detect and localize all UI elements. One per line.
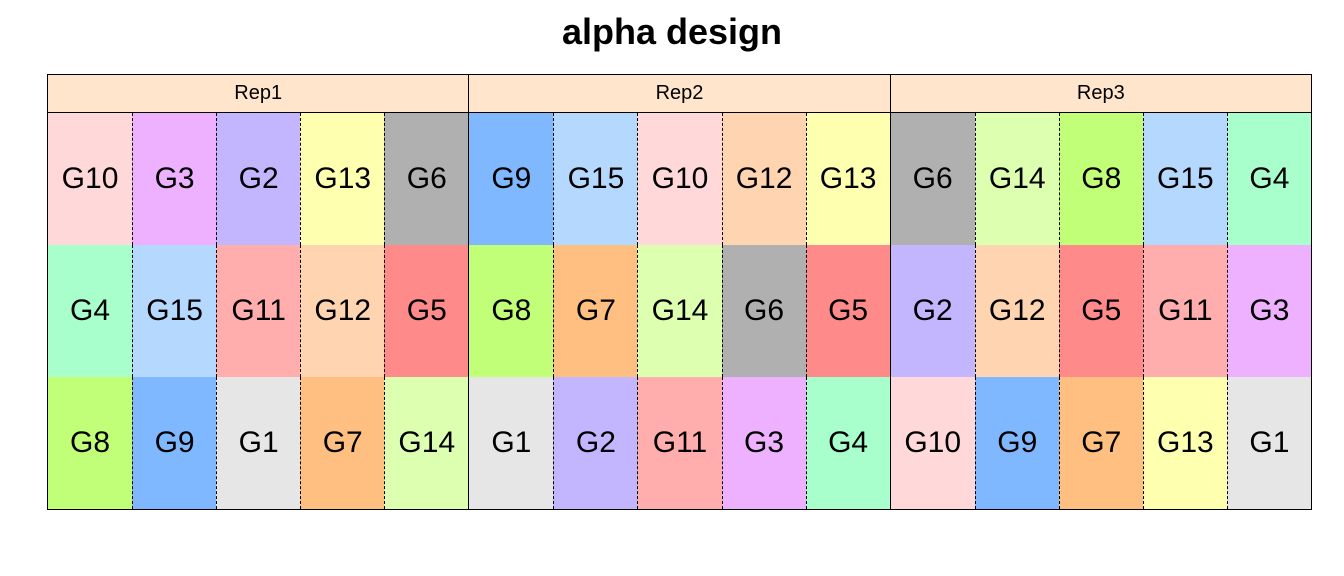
- plot-cell: G2: [553, 377, 638, 509]
- plot-cell: G11: [216, 245, 301, 377]
- plot-cell: G5: [1058, 245, 1143, 377]
- design-panels: Rep1 G10 G3 G2 G13 G6 G4 G15 G11 G12 G5 G8 G9 G1 G7 G14…: [47, 74, 1312, 510]
- plot-cell: G1: [469, 377, 554, 509]
- plot-cell: G3: [721, 377, 806, 509]
- plot-grid: G6 G14 G8 G15 G4 G2 G12 G5 G11 G3 G10 G9 G7 G13 G1: [890, 113, 1311, 509]
- rep-strip-label: Rep3: [890, 75, 1311, 113]
- plot-cell: G9: [469, 113, 554, 245]
- plot-cell: G14: [974, 113, 1059, 245]
- plot-cell: G6: [384, 113, 469, 245]
- plot-cell: G13: [1142, 377, 1227, 509]
- plot-cell: G9: [974, 377, 1059, 509]
- plot-grid: G10 G3 G2 G13 G6 G4 G15 G11 G12 G5 G8 G9 G1 G7 G14: [48, 113, 469, 509]
- plot-cell: G3: [1226, 245, 1311, 377]
- plot-cell: G12: [974, 245, 1059, 377]
- plot-cell: G7: [1058, 377, 1143, 509]
- plot-cell: G12: [300, 245, 385, 377]
- rep-panel-1: Rep1 G10 G3 G2 G13 G6 G4 G15 G11 G12 G5 G8 G9 G1 G7 G14: [48, 75, 469, 509]
- rep-panel-3: Rep3 G6 G14 G8 G15 G4 G2 G12 G5 G11 G3 G10 G9 G7 G13 G1: [889, 75, 1311, 509]
- plot-cell: G4: [1226, 113, 1311, 245]
- plot-cell: G5: [384, 245, 469, 377]
- plot-cell: G6: [890, 113, 975, 245]
- plot-cell: G7: [553, 245, 638, 377]
- plot-cell: G11: [637, 377, 722, 509]
- plot-cell: G1: [1226, 377, 1311, 509]
- plot-cell: G14: [637, 245, 722, 377]
- plot-cell: G15: [132, 245, 217, 377]
- plot-cell: G7: [300, 377, 385, 509]
- rep-strip-label: Rep1: [48, 75, 469, 113]
- plot-cell: G2: [890, 245, 975, 377]
- plot-cell: G8: [1058, 113, 1143, 245]
- plot-cell: G12: [721, 113, 806, 245]
- plot-cell: G1: [216, 377, 301, 509]
- rep-strip-label: Rep2: [469, 75, 890, 113]
- diagram-title: alpha design: [561, 11, 783, 52]
- plot-cell: G15: [553, 113, 638, 245]
- plot-cell: G5: [805, 245, 890, 377]
- plot-cell: G14: [384, 377, 469, 509]
- plot-cell: G2: [216, 113, 301, 245]
- plot-cell: G9: [132, 377, 217, 509]
- plot-cell: G6: [721, 245, 806, 377]
- plot-cell: G10: [637, 113, 722, 245]
- plot-cell: G15: [1142, 113, 1227, 245]
- plot-cell: G4: [805, 377, 890, 509]
- plot-grid: G9 G15 G10 G12 G13 G8 G7 G14 G6 G5 G1 G2 G11 G3 G4: [469, 113, 890, 509]
- plot-cell: G11: [1142, 245, 1227, 377]
- plot-cell: G10: [890, 377, 975, 509]
- rep-panel-2: Rep2 G9 G15 G10 G12 G13 G8 G7 G14 G6 G5 G1 G2 G11 G3 G4: [468, 75, 890, 509]
- plot-cell: G13: [300, 113, 385, 245]
- plot-cell: G10: [48, 113, 133, 245]
- plot-cell: G8: [48, 377, 133, 509]
- plot-cell: G13: [805, 113, 890, 245]
- plot-cell: G8: [469, 245, 554, 377]
- plot-cell: G3: [132, 113, 217, 245]
- plot-cell: G4: [48, 245, 133, 377]
